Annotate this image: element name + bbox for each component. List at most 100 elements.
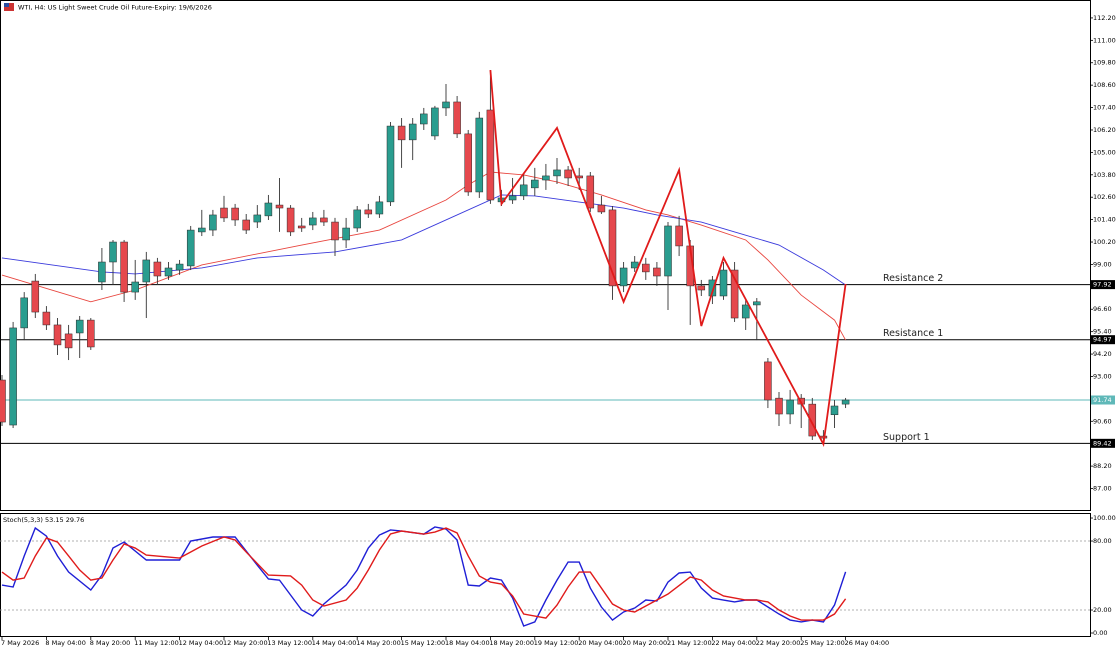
y-tick-label: 88.20: [1093, 462, 1112, 470]
x-tick-label: 18 May 20:00: [489, 639, 534, 647]
y-tick-label: 103.80: [1093, 171, 1116, 179]
x-tick-label: 8 May 04:00: [45, 639, 85, 647]
y-tick-label: 101.40: [1093, 216, 1116, 224]
candle-body: [664, 225, 672, 277]
candle-body: [553, 169, 561, 177]
candle-body: [87, 319, 95, 348]
candle-body: [642, 263, 650, 273]
y-tick-label: 111.00: [1093, 36, 1116, 44]
candle-body: [242, 219, 250, 231]
candle-body: [775, 397, 783, 415]
candle-body: [808, 403, 817, 437]
candle-body: [320, 217, 328, 223]
candle-body: [120, 241, 128, 293]
x-tick-label: 11 May 12:00: [134, 639, 179, 647]
level-name: Resistance 2: [883, 273, 943, 284]
candle-body: [175, 263, 184, 271]
zigzag-line: [489, 69, 847, 447]
y-tick-label: 95.40: [1093, 328, 1112, 336]
candle-body: [42, 311, 51, 326]
candle-body: [564, 169, 572, 179]
candle-body: [131, 281, 139, 293]
candle-body: [297, 225, 306, 229]
y-tick-label: 96.60: [1093, 305, 1112, 313]
candle-body: [275, 204, 284, 209]
candle-body: [753, 301, 761, 306]
candle-body: [464, 133, 472, 193]
candle-body: [486, 109, 495, 201]
y-tick-label: 112.20: [1093, 14, 1116, 22]
candle-body: [420, 113, 428, 125]
candle-body: [531, 179, 539, 189]
candle-body: [475, 117, 484, 193]
candle-body: [508, 195, 517, 201]
candle-body: [342, 227, 350, 241]
y-tick-label: 94.20: [1093, 350, 1112, 358]
x-tick-label: 25 May 12:00: [800, 639, 845, 647]
candle-body: [708, 279, 717, 297]
y-tick-label: 87.00: [1093, 485, 1112, 493]
candle-body: [764, 361, 772, 401]
candle-body: [630, 261, 639, 269]
candle-body: [75, 319, 84, 334]
x-tick-label: 13 May 12:00: [267, 639, 312, 647]
stoch-line: [1, 527, 847, 621]
candle-body: [442, 101, 450, 109]
level-name: Support 1: [883, 432, 930, 443]
candle-body: [830, 405, 839, 416]
level-price-box: [1091, 395, 1115, 405]
candle-body: [53, 324, 62, 346]
y-tick-label: 80.00: [1093, 537, 1112, 545]
level-price-box: [1091, 335, 1115, 345]
candle-body: [453, 101, 461, 135]
candle-body: [375, 201, 384, 215]
candle-body: [730, 269, 739, 319]
x-tick-label: 12 May 20:00: [223, 639, 268, 647]
candle-body: [264, 202, 273, 217]
x-tick-label: 12 May 04:00: [179, 639, 224, 647]
candle-body: [98, 261, 106, 283]
y-tick-label: 100.00: [1093, 514, 1116, 522]
y-tick-label: 90.60: [1093, 417, 1112, 425]
candle-body: [719, 269, 728, 297]
stoch-line: [1, 526, 847, 627]
level-price-label: 97.92: [1093, 281, 1112, 289]
candle-body: [408, 123, 417, 141]
candle-body: [220, 207, 228, 219]
x-tick-label: 20 May 20:00: [623, 639, 668, 647]
candle-body: [9, 327, 17, 426]
x-tick-label: 18 May 04:00: [445, 639, 490, 647]
x-tick-label: 14 May 04:00: [312, 639, 357, 647]
y-tick-label: 20.00: [1093, 606, 1112, 614]
candle-body: [586, 175, 595, 209]
level-price-label: 89.42: [1093, 439, 1112, 447]
candle-body: [353, 209, 361, 229]
candle-body: [786, 399, 794, 415]
candle-body: [653, 267, 661, 277]
y-tick-label: 108.60: [1093, 81, 1116, 89]
chart-title: WTI, H4: US Light Sweet Crude Oil Future…: [18, 4, 212, 12]
candle-body: [286, 207, 295, 233]
y-tick-label: 0.00: [1093, 629, 1107, 637]
y-tick-label: 106.20: [1093, 126, 1116, 134]
candle-body: [309, 217, 317, 226]
moving-average: [1, 171, 846, 341]
candle-body: [397, 125, 406, 141]
candle-body: [597, 204, 606, 213]
candle-body: [331, 221, 339, 241]
candle-body: [231, 207, 239, 221]
y-tick-label: 107.40: [1093, 104, 1116, 112]
x-tick-label: 7 May 2026: [1, 639, 39, 647]
candle-body: [109, 241, 117, 263]
y-tick-label: 99.00: [1093, 260, 1112, 268]
candle-body: [741, 304, 750, 319]
level-price-label: 91.74: [1093, 396, 1112, 404]
candle-body: [697, 285, 706, 291]
candle-body: [253, 214, 262, 223]
x-tick-label: 26 May 04:00: [845, 639, 890, 647]
candle-body: [841, 399, 850, 405]
candle-body: [364, 209, 373, 215]
